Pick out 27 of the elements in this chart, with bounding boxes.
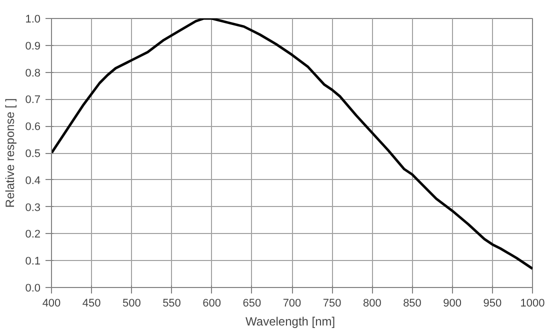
y-tick-label: 0.0 xyxy=(25,282,41,294)
x-tick-label: 800 xyxy=(362,298,382,310)
y-axis-title: Relative response [ ] xyxy=(3,98,18,208)
x-tick-label: 600 xyxy=(202,298,222,310)
x-axis-title: Wavelength [nm] xyxy=(246,314,336,328)
x-tick-label: 550 xyxy=(162,298,181,310)
y-tick-label: 0.7 xyxy=(25,94,41,106)
line-series xyxy=(52,18,532,270)
y-tick-label: 0.2 xyxy=(25,228,41,241)
y-tick-label: 0.3 xyxy=(25,202,41,214)
x-tick-label: 1000 xyxy=(520,298,545,310)
y-tick-label: 0.8 xyxy=(25,67,41,80)
y-tick-label: 0.6 xyxy=(25,121,41,134)
x-tick-label: 950 xyxy=(483,298,502,310)
x-tick-label: 400 xyxy=(42,298,61,310)
y-tick-label: 0.4 xyxy=(25,174,41,187)
x-tick-label: 650 xyxy=(242,298,262,310)
y-tick-label: 0.9 xyxy=(25,40,41,52)
x-tick-label: 700 xyxy=(282,298,302,310)
x-tick-label: 850 xyxy=(403,298,422,310)
y-tick-label: 0.5 xyxy=(25,148,41,160)
x-tick-label: 900 xyxy=(443,298,462,310)
x-tick-label: 750 xyxy=(322,298,342,310)
y-tick-label: 0.1 xyxy=(25,256,41,268)
x-tick-label: 450 xyxy=(82,298,101,310)
x-tick-label: 500 xyxy=(122,298,141,310)
y-tick-label: 1.0 xyxy=(25,14,41,26)
